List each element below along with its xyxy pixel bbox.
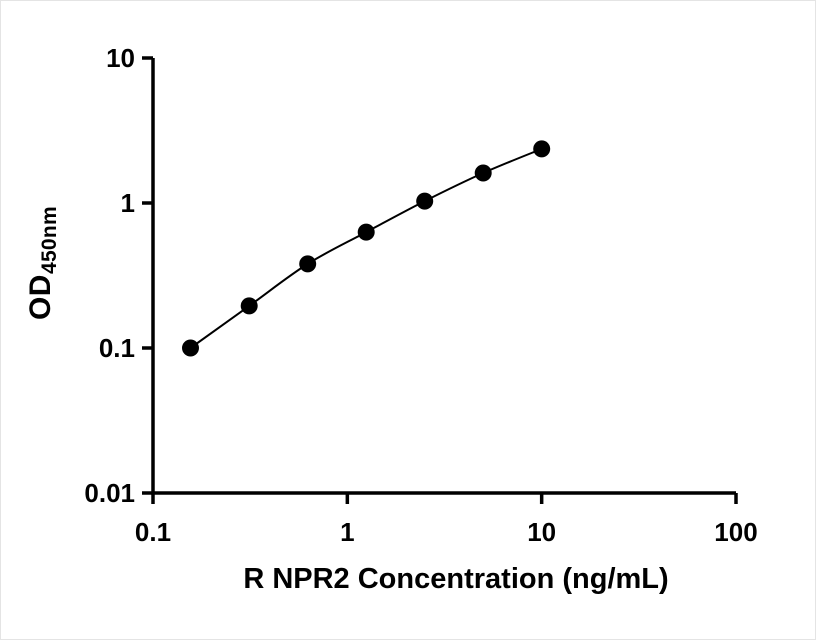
x-tick-label: 100 <box>714 517 757 547</box>
data-point <box>182 339 199 357</box>
x-axis-title: R NPR2 Concentration (ng/mL) <box>243 563 669 595</box>
x-tick-label: 0.1 <box>135 517 171 547</box>
y-tick-label: 10 <box>106 43 135 73</box>
data-point <box>357 223 375 241</box>
data-point <box>299 255 317 273</box>
x-tick-label: 10 <box>527 517 556 547</box>
y-tick-label: 0.1 <box>99 333 135 363</box>
data-point <box>474 164 492 182</box>
y-tick-label: 1 <box>121 188 135 218</box>
y-tick-label: 0.01 <box>84 478 135 508</box>
data-point <box>533 140 551 158</box>
data-point <box>240 297 258 315</box>
x-tick-label: 1 <box>340 517 354 547</box>
data-point <box>416 192 434 210</box>
y-axis-title-subscript: 450nm <box>38 205 61 275</box>
y-axis-title: OD450nm <box>24 206 62 320</box>
axes <box>151 58 736 495</box>
y-axis-title-main: OD <box>24 274 57 321</box>
